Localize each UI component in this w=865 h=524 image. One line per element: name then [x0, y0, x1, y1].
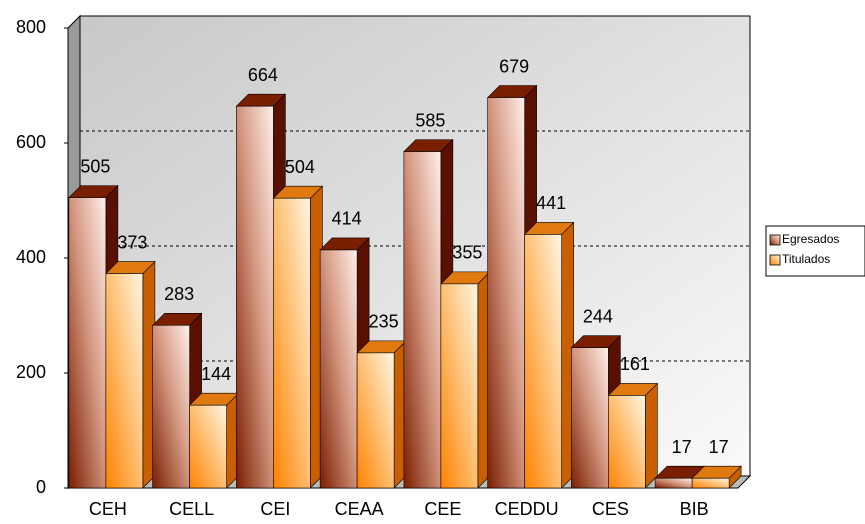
bar-front [524, 234, 562, 489]
value-label: 414 [332, 209, 362, 229]
y-tick-label: 200 [16, 362, 46, 382]
value-label: 355 [452, 243, 482, 263]
bar [607, 382, 659, 489]
bar-front [487, 97, 525, 489]
bar-front [68, 197, 107, 489]
value-label: 373 [117, 232, 147, 252]
x-tick-label: BIB [680, 499, 709, 519]
value-label: 679 [499, 56, 529, 76]
value-label: 441 [536, 193, 566, 213]
legend-box [765, 225, 865, 277]
bar-front [608, 395, 646, 489]
value-label: 17 [709, 437, 729, 457]
value-label: 585 [415, 110, 445, 130]
x-tick-label: CEAA [335, 499, 384, 519]
value-label: 244 [583, 306, 613, 326]
y-tick-label: 400 [16, 247, 46, 267]
bar-front [440, 283, 479, 489]
y-tick-label: 0 [36, 477, 46, 497]
bar-front [571, 347, 609, 489]
bar-front [273, 197, 311, 489]
bar-front [356, 352, 395, 489]
y-tick-label: 600 [16, 132, 46, 152]
legend-swatch [769, 254, 781, 266]
bar-front [319, 249, 358, 489]
bar [440, 271, 491, 489]
bar-front [403, 151, 442, 489]
legend-swatch [769, 234, 781, 246]
x-tick-label: CEE [424, 499, 461, 519]
bar-front [654, 477, 693, 489]
bar-front [691, 477, 730, 489]
value-label: 235 [369, 312, 399, 332]
bar-front [152, 324, 190, 489]
bar-front [189, 404, 227, 489]
value-label: 283 [164, 284, 194, 304]
bar [105, 260, 156, 489]
x-tick-label: CEI [260, 499, 290, 519]
bar [523, 221, 575, 489]
value-label: 664 [248, 65, 278, 85]
bar [356, 340, 407, 489]
value-label: 17 [672, 437, 692, 457]
value-label: 161 [620, 354, 650, 374]
bar [188, 392, 240, 489]
legend-label: Titulados [782, 252, 830, 266]
bar-side [645, 382, 658, 489]
value-label: 505 [80, 156, 110, 176]
bar [691, 465, 742, 489]
x-tick-label: CEH [89, 499, 127, 519]
value-label: 504 [285, 157, 315, 177]
value-label: 144 [201, 364, 231, 384]
y-tick-label: 800 [16, 17, 46, 37]
x-tick-label: CEDDU [495, 499, 559, 519]
bar-front [105, 273, 144, 489]
x-tick-label: CELL [169, 499, 214, 519]
bar [272, 185, 324, 489]
bar [151, 312, 203, 489]
legend-label: Egresados [782, 232, 839, 246]
x-tick-label: CES [592, 499, 629, 519]
bar-front [236, 105, 274, 489]
